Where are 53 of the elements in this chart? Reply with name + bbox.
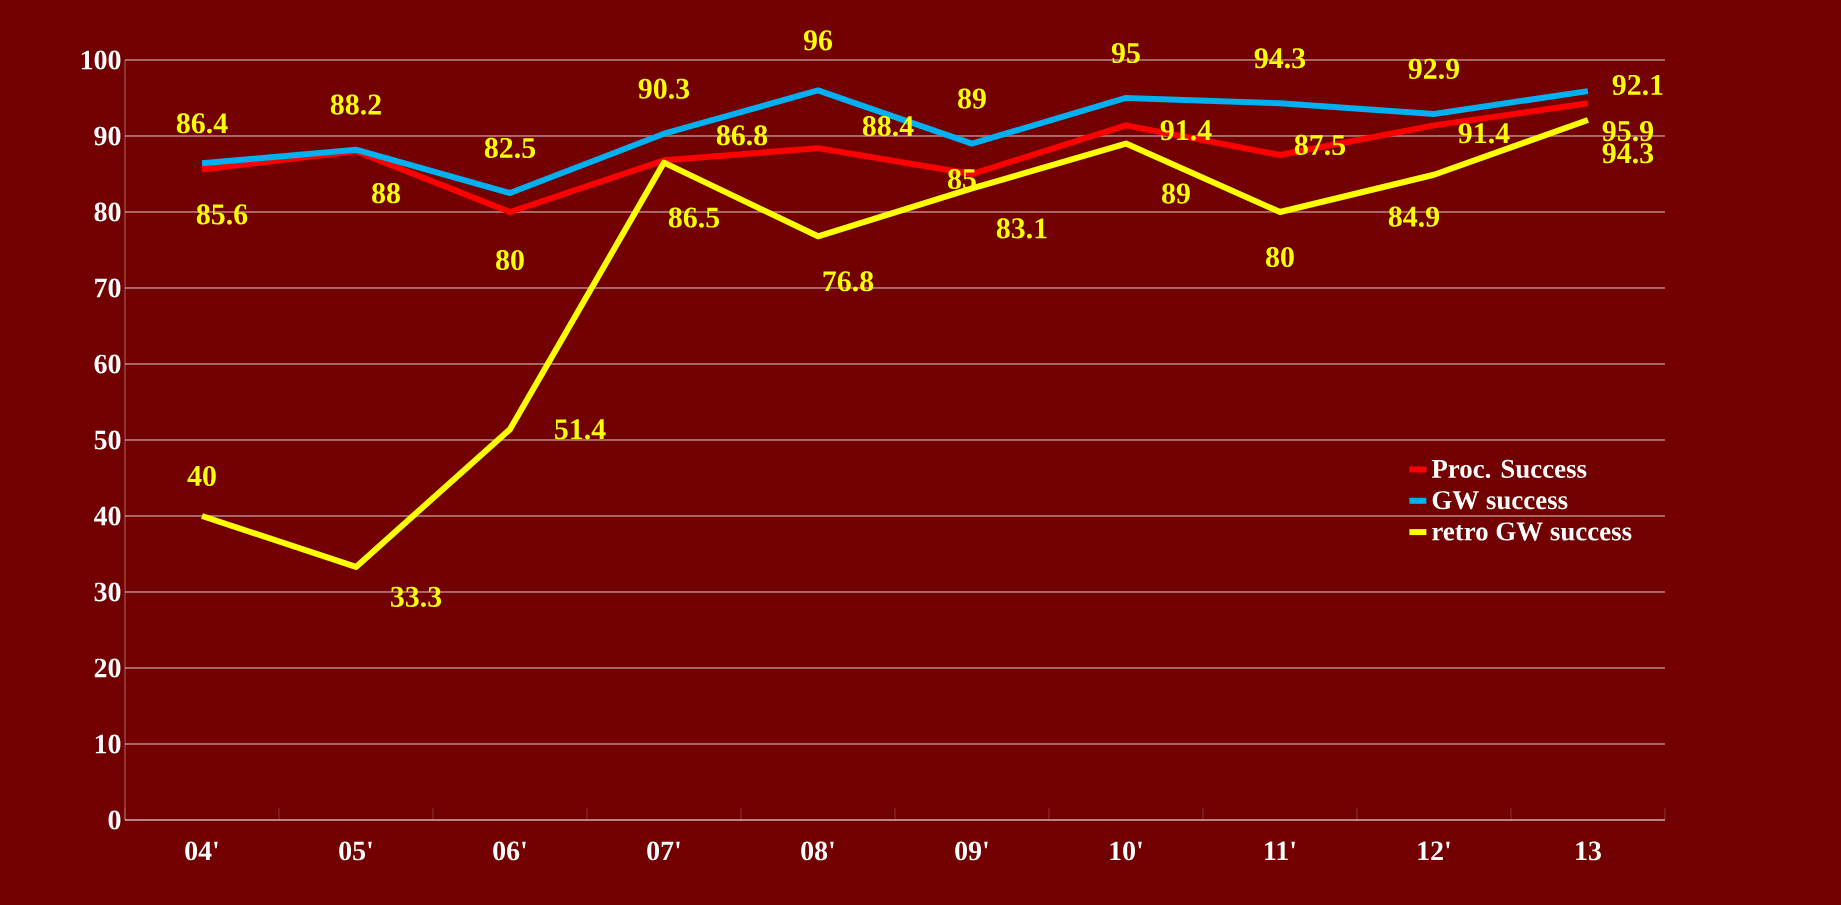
- data-label: 95.9: [1602, 121, 1654, 142]
- data-label: 94.3: [1602, 143, 1654, 164]
- data-label: 86.8: [716, 125, 768, 146]
- data-label: 51.4: [555, 419, 606, 440]
- data-label: 87.5: [1294, 134, 1346, 156]
- data-label: 89: [1162, 183, 1190, 204]
- y-tick-label: 60: [94, 354, 121, 374]
- data-label: 90.3: [638, 78, 690, 99]
- x-tick-label: 06': [493, 841, 526, 861]
- legend-label: retro GW success: [1432, 522, 1632, 541]
- data-label: 82.5: [484, 137, 536, 159]
- x-tick-label: 09': [955, 841, 988, 861]
- y-tick-label: 30: [94, 582, 121, 602]
- y-tick-label: 50: [94, 430, 121, 450]
- data-label: 88: [372, 183, 400, 204]
- x-tick-label: 11': [1265, 841, 1295, 860]
- data-label: 96: [803, 30, 833, 51]
- data-label: 86.4: [176, 113, 228, 134]
- legend-label: GW success: [1432, 491, 1568, 510]
- data-label: 92.1: [1612, 74, 1663, 96]
- data-label: 80: [1266, 246, 1294, 268]
- x-tick-label: 12': [1418, 841, 1450, 860]
- y-tick-label: 70: [95, 278, 121, 298]
- y-tick-label: 90: [94, 126, 121, 146]
- data-label: 89: [958, 88, 986, 109]
- y-tick-label: 20: [94, 658, 121, 678]
- x-tick-label: 07': [647, 841, 680, 861]
- data-label: 85.6: [196, 204, 248, 225]
- data-label: 92.9: [1408, 58, 1460, 80]
- y-tick-label: 0: [108, 810, 121, 830]
- y-tick-label: 40: [93, 506, 121, 526]
- y-tick-label: 10: [95, 734, 121, 754]
- data-label: 91.4: [1458, 123, 1510, 144]
- y-tick-label: 80: [94, 202, 121, 222]
- data-label: 88.2: [330, 94, 381, 115]
- data-label: 83.1: [996, 218, 1047, 239]
- data-label: 88.4: [862, 116, 914, 137]
- data-label: 40: [187, 465, 216, 487]
- x-tick-label: 08': [801, 841, 834, 861]
- x-tick-label: 04': [185, 841, 218, 861]
- data-label: 95: [1111, 42, 1140, 64]
- x-tick-label: 10': [1110, 841, 1142, 861]
- data-label: 84.9: [1388, 206, 1440, 227]
- data-label: 86.5: [668, 207, 720, 228]
- data-label: 80: [496, 249, 524, 271]
- x-tick-label: 05': [339, 841, 372, 861]
- data-label: 33.3: [390, 586, 442, 608]
- data-label: 76.8: [823, 271, 874, 292]
- data-label: 94.3: [1254, 48, 1306, 69]
- y-tick-label: 100: [81, 50, 121, 70]
- data-label: 91.4: [1160, 120, 1212, 141]
- legend-label: Proc. Success: [1431, 459, 1587, 479]
- x-tick-label: 13: [1576, 841, 1601, 861]
